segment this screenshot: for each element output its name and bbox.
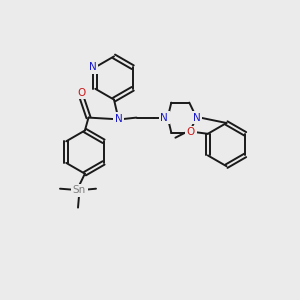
Text: N: N [193, 112, 200, 123]
Text: N: N [115, 114, 122, 124]
Text: Sn: Sn [73, 185, 86, 195]
Text: N: N [160, 112, 168, 123]
Text: O: O [187, 127, 195, 137]
Text: N: N [89, 62, 97, 72]
Text: O: O [78, 88, 86, 98]
